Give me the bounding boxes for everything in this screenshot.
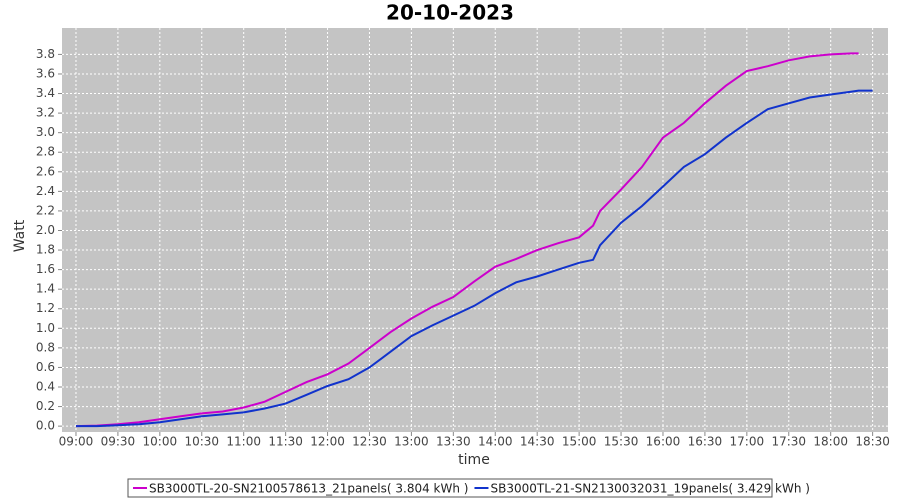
x-tick-label: 11:30	[268, 435, 303, 449]
x-tick-label: 13:30	[436, 435, 471, 449]
x-tick-label: 10:00	[143, 435, 178, 449]
x-tick-label: 09:00	[59, 435, 94, 449]
x-tick-label: 16:00	[646, 435, 681, 449]
y-tick-label: 0.4	[36, 380, 55, 394]
x-tick-label: 10:30	[184, 435, 219, 449]
y-tick-label: 2.8	[36, 145, 55, 159]
y-tick-label: 1.2	[36, 301, 55, 315]
x-tick-label: 18:00	[813, 435, 848, 449]
y-tick-label: 1.6	[36, 262, 55, 276]
y-axis-label: Watt	[12, 219, 28, 252]
x-tick-label: 13:00	[394, 435, 429, 449]
legend-label: SB3000TL-21-SN2130032031_19panels( 3.429…	[490, 482, 809, 496]
x-tick-label: 17:00	[730, 435, 765, 449]
x-tick-label: 14:00	[478, 435, 513, 449]
x-tick-label: 17:30	[771, 435, 806, 449]
y-tick-label: 3.4	[36, 86, 55, 100]
y-tick-label: 3.6	[36, 66, 55, 80]
x-tick-label: 15:30	[604, 435, 639, 449]
y-tick-label: 1.0	[36, 321, 55, 335]
y-tick-label: 2.6	[36, 164, 55, 178]
x-tick-label: 14:30	[520, 435, 555, 449]
y-tick-label: 3.2	[36, 106, 55, 120]
y-tick-label: 1.8	[36, 243, 55, 257]
legend-label: SB3000TL-20-SN2100578613_21panels( 3.804…	[149, 482, 468, 496]
x-axis-label: time	[458, 452, 490, 468]
y-tick-label: 1.4	[36, 282, 55, 296]
x-tick-label: 12:00	[310, 435, 345, 449]
y-tick-label: 3.0	[36, 125, 55, 139]
y-tick-label: 0.2	[36, 399, 55, 413]
y-tick-label: 2.4	[36, 184, 55, 198]
y-tick-label: 3.8	[36, 47, 55, 61]
x-tick-label: 16:30	[688, 435, 723, 449]
x-tick-label: 12:30	[352, 435, 387, 449]
x-tick-label: 15:00	[562, 435, 597, 449]
x-tick-label: 18:30	[855, 435, 890, 449]
y-tick-label: 2.2	[36, 203, 55, 217]
series-line	[75, 52, 859, 428]
chart-title: 20-10-2023	[386, 1, 514, 25]
legend	[127, 478, 773, 498]
y-tick-label: 0.6	[36, 360, 55, 374]
x-tick-label: 11:00	[226, 435, 261, 449]
x-tick-label: 09:30	[101, 435, 136, 449]
y-tick-label: 0.0	[36, 419, 55, 433]
y-tick-label: 2.0	[36, 223, 55, 237]
y-tick-label: 0.8	[36, 340, 55, 354]
series-line	[76, 89, 873, 428]
